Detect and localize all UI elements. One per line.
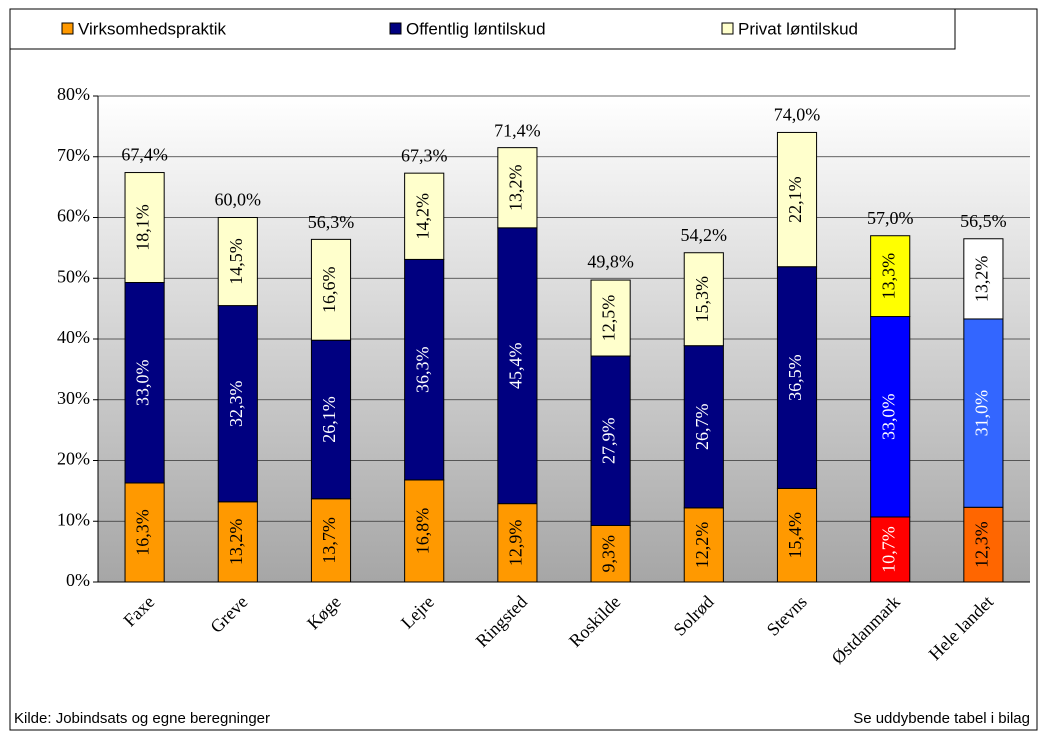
total-label: 56,3%	[308, 212, 355, 232]
value-label: 12,3%	[972, 521, 992, 568]
total-label: 57,0%	[867, 208, 914, 228]
bar-segment	[683, 345, 724, 509]
value-label: 16,3%	[133, 509, 153, 556]
total-label: 54,2%	[681, 225, 728, 245]
y-tick-label: 30%	[57, 388, 90, 408]
value-label: 45,4%	[506, 342, 526, 389]
bar-segment	[310, 339, 352, 500]
x-tick-label: Greve	[206, 592, 251, 637]
value-label: 13,7%	[319, 517, 339, 564]
x-tick-label: Køge	[303, 592, 345, 634]
value-label: 14,5%	[226, 238, 246, 285]
bar-segment	[497, 147, 538, 229]
bar-segment	[963, 318, 1004, 508]
value-label: 36,5%	[785, 354, 805, 401]
y-tick-label: 50%	[57, 266, 90, 286]
value-label: 27,9%	[599, 418, 619, 465]
x-tick-label: Lejre	[397, 592, 438, 633]
value-label: 12,9%	[506, 520, 526, 567]
value-label: 16,6%	[319, 267, 339, 314]
value-label: 36,3%	[412, 346, 432, 393]
total-label: 56,5%	[960, 211, 1007, 231]
x-tick-label: Østdanmark	[828, 592, 904, 668]
y-tick-label: 80%	[57, 84, 90, 104]
bar-segment	[683, 507, 724, 583]
total-label: 67,4%	[121, 145, 168, 165]
value-label: 33,0%	[133, 359, 153, 406]
total-label: 49,8%	[587, 252, 634, 272]
value-label: 32,3%	[226, 380, 246, 427]
bar-segment	[683, 252, 724, 347]
value-label: 26,1%	[319, 396, 339, 443]
x-tick-label: Solrød	[669, 592, 717, 640]
bar-segment	[963, 506, 1004, 583]
bar-segment	[776, 131, 818, 268]
value-label: 10,7%	[878, 526, 898, 573]
bar-segment	[217, 217, 258, 307]
value-label: 22,1%	[785, 176, 805, 223]
value-label: 14,2%	[412, 193, 432, 240]
value-label: 18,1%	[133, 204, 153, 251]
value-label: 13,2%	[506, 164, 526, 211]
x-tick-label: Hele landet	[925, 592, 997, 664]
y-tick-label: 40%	[57, 327, 90, 347]
bar-segment	[590, 355, 631, 527]
y-tick-label: 10%	[57, 509, 90, 529]
legend-swatch	[389, 22, 402, 35]
legend-swatch	[61, 22, 74, 35]
y-tick-label: 0%	[66, 570, 90, 590]
value-label: 12,2%	[692, 522, 712, 569]
x-tick-label: Faxe	[119, 592, 158, 631]
total-label: 60,0%	[215, 190, 262, 210]
legend-label: Virksomhedspraktik	[78, 19, 227, 38]
value-label: 15,3%	[692, 276, 712, 323]
total-label: 67,3%	[401, 145, 448, 165]
bar-segment	[776, 266, 818, 489]
bar-segment	[310, 238, 352, 341]
legend-swatch	[721, 22, 734, 35]
legend-label: Privat løntilskud	[738, 19, 858, 38]
bar-segment	[497, 227, 538, 505]
bar-segment	[590, 525, 631, 583]
bar-segment	[870, 516, 911, 583]
value-label: 13,3%	[878, 253, 898, 300]
value-label: 13,2%	[972, 256, 992, 303]
y-tick-label: 60%	[57, 206, 90, 226]
value-label: 31,0%	[972, 390, 992, 437]
value-label: 33,0%	[878, 394, 898, 441]
x-tick-label: Ringsted	[472, 592, 531, 651]
y-tick-label: 70%	[57, 145, 90, 165]
value-label: 12,5%	[599, 295, 619, 342]
value-label: 26,7%	[692, 404, 712, 451]
bar-segment	[124, 172, 165, 284]
value-label: 13,2%	[226, 519, 246, 566]
value-label: 16,8%	[412, 508, 432, 555]
source: Kilde: Jobindsats og egne beregninger	[14, 710, 270, 727]
bar-segment	[590, 279, 631, 357]
bar-segment	[963, 238, 1004, 320]
value-label: 9,3%	[599, 535, 619, 573]
x-tick-label: Stevns	[763, 592, 811, 640]
legend-label: Offentlig løntilskud	[406, 19, 546, 38]
bar-segment	[217, 305, 258, 503]
bar-segment	[404, 172, 445, 260]
total-label: 74,0%	[774, 105, 821, 125]
bar-segment	[870, 235, 911, 318]
note: Se uddybende tabel i bilag	[853, 710, 1030, 727]
legend-box	[9, 8, 956, 50]
bar-segment	[310, 498, 352, 583]
value-label: 15,4%	[785, 512, 805, 559]
x-tick-label: Roskilde	[565, 592, 624, 651]
bar-segment	[404, 258, 445, 481]
bar-segment	[124, 482, 165, 583]
total-label: 71,4%	[494, 120, 541, 140]
y-tick-label: 20%	[57, 449, 90, 469]
